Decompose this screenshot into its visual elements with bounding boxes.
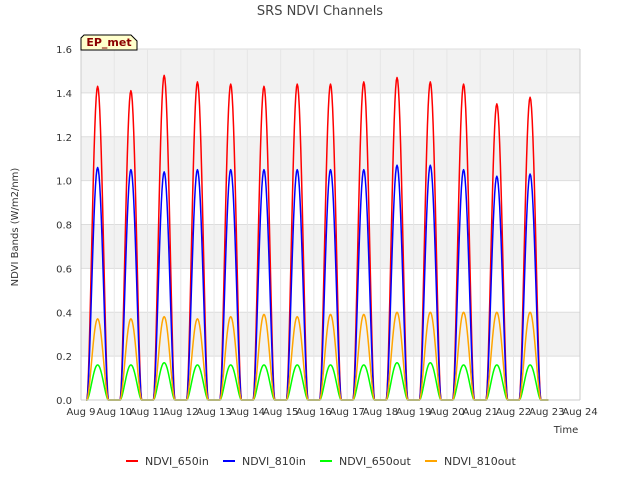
x-tick-label: Aug 16 xyxy=(296,407,331,418)
x-tick-label: Aug 23 xyxy=(529,407,564,418)
plot-background xyxy=(81,49,580,400)
y-tick-label: 1.2 xyxy=(56,133,72,144)
y-axis-ticks: 0.0 0.2 0.4 0.6 0.8 1.0 1.2 1.4 1.6 xyxy=(56,45,72,407)
x-tick-label: Aug 19 xyxy=(396,407,431,418)
y-tick-label: 0.8 xyxy=(56,221,72,232)
y-tick-label: 1.0 xyxy=(56,177,72,188)
y-tick-label: 0.6 xyxy=(56,264,72,275)
plot-band xyxy=(81,224,580,269)
legend-label-ndvi-810in: NDVI_810in xyxy=(242,455,306,468)
annotation-badge: EP_met xyxy=(80,34,138,51)
chart-title: SRS NDVI Channels xyxy=(257,4,383,19)
x-tick-label: Aug 22 xyxy=(496,407,531,418)
x-tick-label: Aug 17 xyxy=(329,407,364,418)
plot-band xyxy=(81,312,580,357)
x-tick-label: Aug 18 xyxy=(363,407,398,418)
x-tick-label: Aug 13 xyxy=(196,407,231,418)
legend-label-ndvi-810out: NDVI_810out xyxy=(444,455,516,468)
x-tick-label: Aug 9 xyxy=(66,407,95,418)
y-tick-label: 0.2 xyxy=(56,352,72,363)
annotation-badge-box xyxy=(80,34,138,51)
axes xyxy=(80,49,581,401)
legend: NDVI_650in NDVI_810in NDVI_650out NDVI_810o… xyxy=(126,455,516,468)
plot-band xyxy=(81,180,580,225)
x-tick-label: Aug 11 xyxy=(130,407,165,418)
x-tick-label: Aug 20 xyxy=(429,407,464,418)
grid-lines xyxy=(80,48,581,401)
x-axis-title: Time xyxy=(553,425,578,436)
x-tick-label: Aug 14 xyxy=(230,407,265,418)
annotation-badge-label: EP_met xyxy=(86,36,131,49)
y-tick-label: 1.6 xyxy=(56,45,72,56)
x-tick-label: Aug 10 xyxy=(97,407,132,418)
plot-band xyxy=(81,136,580,181)
y-tick-label: 0.4 xyxy=(56,308,72,319)
plot-band xyxy=(81,268,580,313)
plot-band xyxy=(81,92,580,137)
y-axis-title: NDVI Bands (W/m2/nm) xyxy=(10,168,21,287)
x-tick-label: Aug 12 xyxy=(163,407,198,418)
x-tick-label: Aug 15 xyxy=(263,407,298,418)
y-tick-label: 0.0 xyxy=(56,396,72,407)
y-tick-label: 1.4 xyxy=(56,89,72,100)
legend-label-ndvi-650out: NDVI_650out xyxy=(339,455,411,468)
x-tick-label: Aug 21 xyxy=(462,407,497,418)
x-tick-label: Aug 24 xyxy=(562,407,597,418)
legend-label-ndvi-650in: NDVI_650in xyxy=(145,455,209,468)
